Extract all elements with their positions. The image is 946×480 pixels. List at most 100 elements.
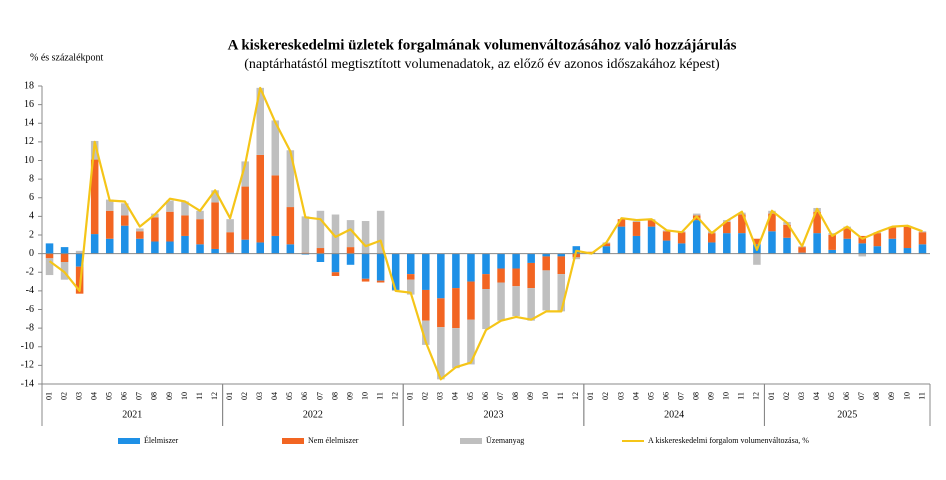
x-tick-label: 01 <box>586 392 595 400</box>
bar-segment <box>768 231 776 254</box>
x-tick-label: 08 <box>330 392 339 400</box>
x-tick-label: 02 <box>782 392 791 400</box>
x-tick-label: 01 <box>225 392 234 400</box>
legend-label: Nem élelmiszer <box>308 436 359 445</box>
bar-segment <box>437 327 445 380</box>
y-tick-label: -14 <box>21 378 34 389</box>
x-tick-label: 04 <box>451 392 460 400</box>
x-tick-label: 07 <box>496 392 505 400</box>
bar-segment <box>196 219 204 245</box>
bar-segment <box>105 199 114 211</box>
y-tick-label: 4 <box>29 211 34 222</box>
bar-segment <box>211 190 219 203</box>
bar-segment <box>647 220 656 227</box>
x-tick-label: 12 <box>571 392 580 400</box>
x-tick-label: 08 <box>692 392 701 400</box>
x-tick-label: 01 <box>767 392 776 400</box>
bar-segment <box>166 241 174 254</box>
x-tick-label: 04 <box>90 392 99 400</box>
bar-segment <box>798 247 806 253</box>
bar-segment <box>361 278 370 282</box>
x-tick-label: 04 <box>631 392 640 400</box>
x-tick-label: 09 <box>345 392 354 400</box>
bar-segment <box>738 214 746 234</box>
bar-segment <box>105 238 114 254</box>
bar-segment <box>527 262 535 289</box>
bar-segment <box>482 274 490 290</box>
bar-segment <box>738 233 746 254</box>
x-tick-label: 11 <box>556 392 565 400</box>
bar-segment <box>753 253 761 265</box>
bar-segment <box>166 211 174 242</box>
bar-segment <box>647 226 656 254</box>
bar-segment <box>376 210 385 254</box>
bar-segment <box>888 238 897 254</box>
y-tick-label: -12 <box>21 360 34 371</box>
bar-segment <box>422 253 430 290</box>
bar-segment <box>316 248 325 254</box>
bar-segment <box>527 288 535 321</box>
legend-marker <box>460 438 482 444</box>
bar-segment <box>873 246 882 254</box>
y-tick-label: -6 <box>26 304 34 315</box>
x-tick-label: 01 <box>406 392 415 400</box>
bar-segment <box>121 203 129 216</box>
bar-segment <box>422 289 430 321</box>
bar-segment <box>587 251 596 253</box>
bar-segment <box>813 211 821 234</box>
bar-segment <box>918 232 927 245</box>
y-tick-label: 8 <box>29 173 34 184</box>
x-tick-label: 07 <box>676 392 685 400</box>
bar-segment <box>437 253 445 299</box>
y-tick-label: 0 <box>29 248 34 259</box>
bar-segment <box>903 248 912 254</box>
bar-segment <box>271 120 280 176</box>
bar-segment <box>361 221 370 254</box>
x-tick-label: 04 <box>270 392 279 400</box>
x-tick-label: 03 <box>255 392 264 400</box>
bar-segment <box>572 257 581 260</box>
x-tick-label: 07 <box>135 392 144 400</box>
bar-segment <box>918 244 927 254</box>
bar-segment <box>512 286 520 317</box>
bar-segment <box>677 243 686 254</box>
bar-segment <box>316 210 325 249</box>
bar-segment <box>467 281 475 320</box>
x-tick-label: 03 <box>797 392 806 400</box>
chart-title: A kiskereskedelmi üzletek forgalmának vo… <box>228 37 737 53</box>
bar-segment <box>632 221 641 222</box>
bar-segment <box>226 232 234 253</box>
bar-segment <box>181 201 189 216</box>
bar-segment <box>301 216 310 253</box>
x-tick-label: 02 <box>59 392 68 400</box>
x-tick-label: 06 <box>661 392 670 400</box>
x-tick-label: 11 <box>737 392 746 400</box>
bar-segment <box>903 226 912 249</box>
bar-segment <box>121 215 129 226</box>
bar-segment <box>60 262 69 280</box>
bar-segment <box>437 298 445 328</box>
bar-segment <box>241 239 249 254</box>
bar-segment <box>617 226 626 254</box>
x-tick-label: 06 <box>300 392 309 400</box>
bar-segment <box>422 320 430 345</box>
bar-segment <box>196 210 204 220</box>
bar-segment <box>181 235 189 254</box>
x-tick-label: 11 <box>375 392 384 400</box>
bar-segment <box>45 253 54 259</box>
bar-segment <box>406 274 415 280</box>
bar-segment <box>271 235 280 254</box>
bar-segment <box>136 228 144 232</box>
bar-segment <box>452 328 460 369</box>
bar-segment <box>497 282 505 321</box>
x-tick-label: 06 <box>842 392 851 400</box>
y-tick-label: 14 <box>24 118 34 129</box>
bar-segment <box>557 274 566 312</box>
group-label: 2023 <box>484 409 504 420</box>
x-tick-label: 09 <box>887 392 896 400</box>
x-tick-label: 01 <box>44 392 53 400</box>
group-label: 2025 <box>837 409 857 420</box>
y-tick-label: 2 <box>29 229 34 240</box>
bar-segment <box>692 220 701 254</box>
x-tick-label: 08 <box>872 392 881 400</box>
